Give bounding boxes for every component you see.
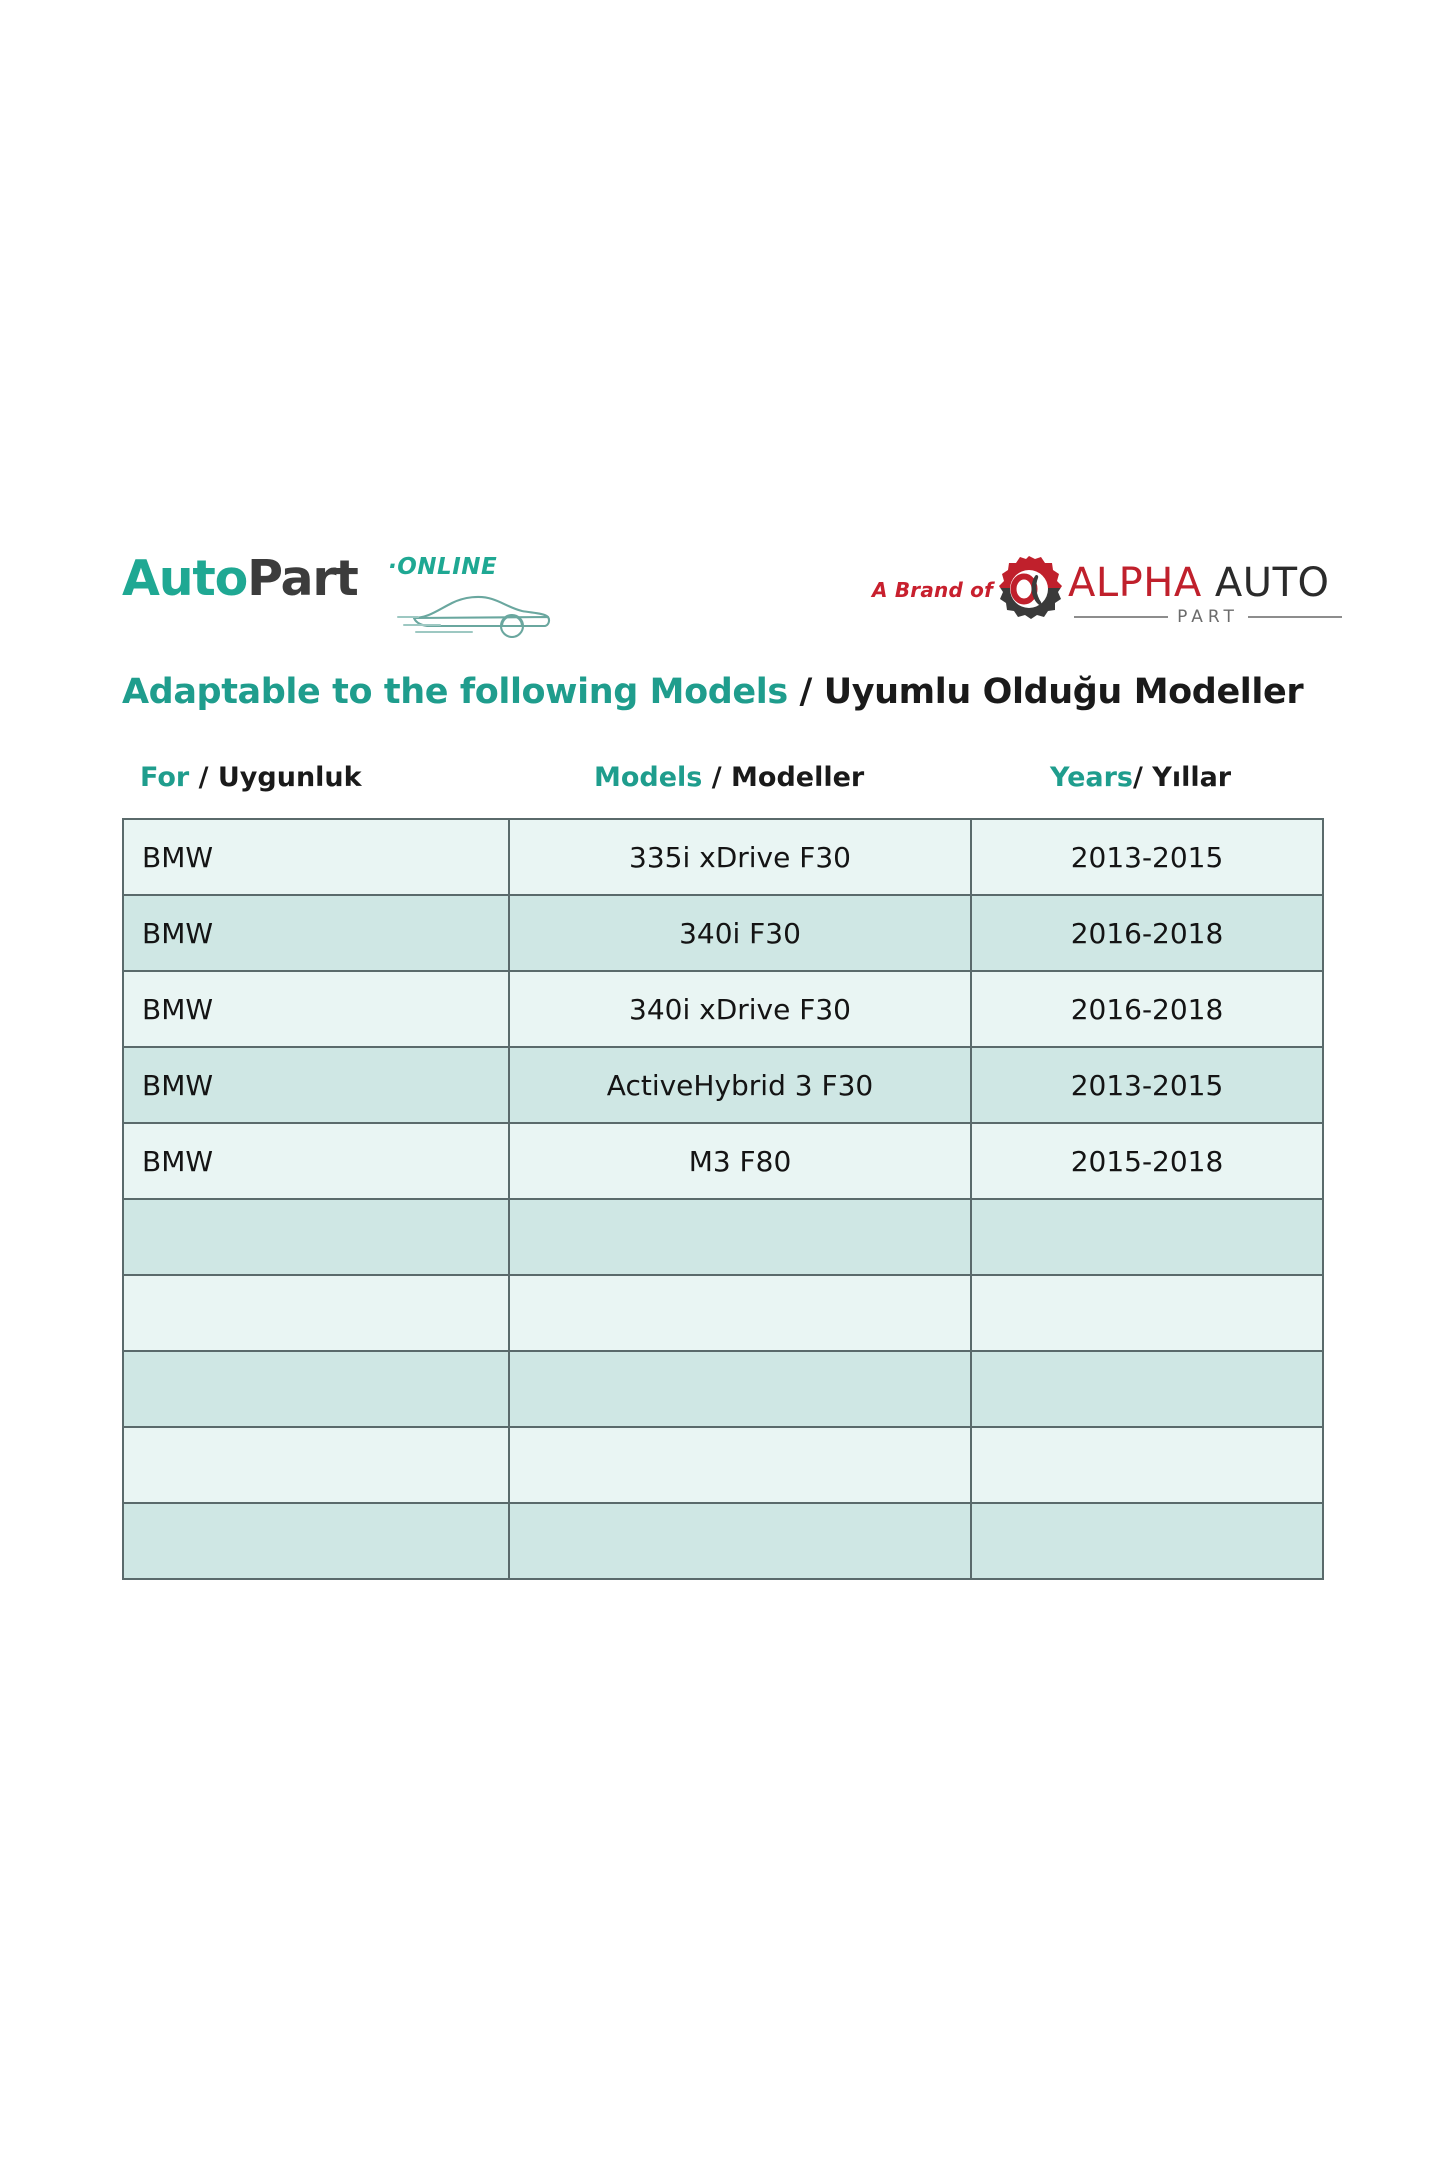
page-title-turkish: / Uyumlu Olduğu Modeller [787, 672, 1304, 712]
table-row [122, 1350, 1324, 1428]
column-header-for-turkish: / Uygunluk [189, 762, 362, 793]
cell-for: BMW [122, 1122, 510, 1200]
cell-for: BMW [122, 818, 510, 896]
autopart-wordmark: AutoPart [122, 550, 359, 607]
cell-for: BMW [122, 970, 510, 1048]
sports-car-outline-icon [394, 580, 554, 639]
table-row: BMW 335i xDrive F30 2013-2015 [122, 818, 1324, 896]
table-row [122, 1426, 1324, 1504]
cell-for [122, 1198, 510, 1276]
a-brand-of-label: A Brand of [872, 578, 994, 602]
cell-for: BMW [122, 1046, 510, 1124]
autopart-online-logo: AutoPart ·ONLINE [122, 540, 562, 650]
table-row [122, 1502, 1324, 1580]
table-row: BMW M3 F80 2015-2018 [122, 1122, 1324, 1200]
cell-years [970, 1426, 1324, 1504]
autopart-online-text: ·ONLINE [388, 554, 498, 580]
cell-for [122, 1350, 510, 1428]
alpha-text: ALPHA [1068, 560, 1202, 606]
cell-model: 335i xDrive F30 [508, 818, 972, 896]
table-row: BMW 340i F30 2016-2018 [122, 894, 1324, 972]
autopart-part-text: Part [247, 550, 359, 607]
column-header-models: Models / Modeller [594, 762, 864, 793]
cell-for [122, 1426, 510, 1504]
cell-years [970, 1350, 1324, 1428]
part-text: PART [1177, 607, 1239, 627]
column-header-for: For / Uygunluk [140, 762, 362, 793]
table-row: BMW 340i xDrive F30 2016-2018 [122, 970, 1324, 1048]
cell-model [508, 1274, 972, 1352]
auto-text: AUTO [1201, 560, 1330, 606]
cell-model: 340i F30 [508, 894, 972, 972]
compatibility-table: BMW 335i xDrive F30 2013-2015 BMW 340i F… [122, 818, 1324, 1580]
alpha-auto-wordmark: ALPHA AUTO [1068, 560, 1330, 606]
alpha-part-row: PART [1074, 607, 1343, 627]
cell-for [122, 1502, 510, 1580]
column-header-for-english: For [140, 762, 190, 793]
cell-for: BMW [122, 894, 510, 972]
column-header-models-english: Models [594, 762, 703, 793]
column-header-years: Years/ Yıllar [1050, 762, 1231, 793]
cell-model: ActiveHybrid 3 F30 [508, 1046, 972, 1124]
column-header-years-turkish: / Yıllar [1133, 762, 1232, 793]
cell-years: 2015-2018 [970, 1122, 1324, 1200]
column-header-models-turkish: / Modeller [702, 762, 865, 793]
compatibility-table-body: BMW 335i xDrive F30 2013-2015 BMW 340i F… [122, 818, 1324, 1580]
left-rule [1074, 616, 1169, 618]
cell-model [508, 1198, 972, 1276]
right-rule [1247, 616, 1343, 618]
autopart-auto-text: Auto [122, 550, 248, 607]
cell-for [122, 1274, 510, 1352]
page-title-english: Adaptable to the following Models [122, 672, 788, 712]
table-row [122, 1198, 1324, 1276]
table-row [122, 1274, 1324, 1352]
cell-model [508, 1426, 972, 1504]
table-column-headers: For / Uygunluk Models / Modeller Years/ … [122, 762, 1322, 808]
cell-model: 340i xDrive F30 [508, 970, 972, 1048]
alpha-gear-icon [990, 552, 1068, 630]
cell-years [970, 1274, 1324, 1352]
cell-model [508, 1350, 972, 1428]
alpha-auto-part-logo: A Brand of [872, 546, 1343, 646]
cell-years: 2013-2015 [970, 1046, 1324, 1124]
cell-years [970, 1198, 1324, 1276]
page-title: Adaptable to the following Models / Uyum… [122, 672, 1342, 712]
cell-years: 2016-2018 [970, 894, 1324, 972]
cell-years [970, 1502, 1324, 1580]
cell-years: 2013-2015 [970, 818, 1324, 896]
cell-model [508, 1502, 972, 1580]
column-header-years-english: Years [1050, 762, 1133, 793]
cell-years: 2016-2018 [970, 970, 1324, 1048]
table-row: BMW ActiveHybrid 3 F30 2013-2015 [122, 1046, 1324, 1124]
logo-band: AutoPart ·ONLINE [0, 540, 1440, 660]
cell-model: M3 F80 [508, 1122, 972, 1200]
